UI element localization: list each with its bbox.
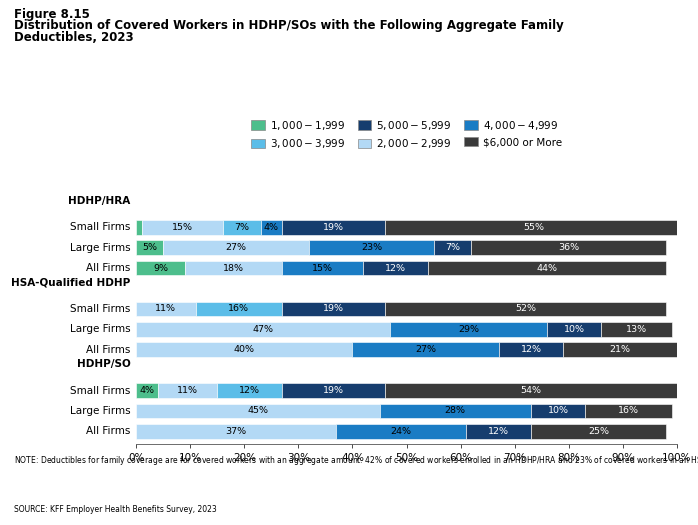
Text: 16%: 16% bbox=[228, 304, 249, 313]
Bar bbox=[217, 383, 282, 398]
Text: 52%: 52% bbox=[515, 304, 536, 313]
Text: 54%: 54% bbox=[521, 386, 542, 395]
Text: All Firms: All Firms bbox=[87, 263, 131, 273]
Text: 36%: 36% bbox=[558, 243, 579, 252]
Text: 4%: 4% bbox=[140, 386, 154, 395]
Text: 37%: 37% bbox=[225, 427, 247, 436]
Bar bbox=[136, 404, 380, 418]
Bar bbox=[563, 342, 677, 357]
Bar bbox=[390, 322, 547, 337]
Text: Small Firms: Small Firms bbox=[70, 385, 131, 395]
Text: HDHP/SO: HDHP/SO bbox=[77, 359, 131, 369]
Bar bbox=[163, 240, 309, 255]
Text: All Firms: All Firms bbox=[87, 345, 131, 355]
Bar bbox=[136, 301, 195, 316]
Text: 11%: 11% bbox=[177, 386, 198, 395]
Bar bbox=[158, 383, 217, 398]
Text: 4%: 4% bbox=[264, 223, 279, 232]
Bar bbox=[363, 261, 428, 276]
Bar bbox=[531, 404, 585, 418]
Text: 7%: 7% bbox=[445, 243, 460, 252]
Bar bbox=[136, 322, 390, 337]
Text: 12%: 12% bbox=[239, 386, 260, 395]
Bar bbox=[260, 220, 282, 235]
Text: 45%: 45% bbox=[247, 406, 268, 415]
Text: 21%: 21% bbox=[610, 345, 631, 354]
Bar bbox=[223, 220, 260, 235]
Text: 19%: 19% bbox=[323, 386, 344, 395]
Text: Large Firms: Large Firms bbox=[70, 243, 131, 253]
Text: 29%: 29% bbox=[459, 325, 480, 334]
Text: 9%: 9% bbox=[153, 264, 168, 272]
Bar bbox=[385, 383, 677, 398]
Bar bbox=[136, 240, 163, 255]
Bar bbox=[282, 301, 385, 316]
Text: HSA-Qualified HDHP: HSA-Qualified HDHP bbox=[11, 277, 131, 287]
Text: Large Firms: Large Firms bbox=[70, 324, 131, 334]
Text: 12%: 12% bbox=[385, 264, 406, 272]
Text: HDHP/HRA: HDHP/HRA bbox=[68, 196, 131, 206]
Bar bbox=[385, 220, 683, 235]
Bar bbox=[531, 424, 666, 439]
Text: SOURCE: KFF Employer Health Benefits Survey, 2023: SOURCE: KFF Employer Health Benefits Sur… bbox=[14, 505, 216, 514]
Bar bbox=[498, 342, 563, 357]
Text: 55%: 55% bbox=[524, 223, 544, 232]
Bar bbox=[380, 404, 531, 418]
Bar bbox=[282, 261, 364, 276]
Bar bbox=[136, 383, 158, 398]
Bar bbox=[433, 240, 471, 255]
Bar bbox=[195, 301, 282, 316]
Text: 10%: 10% bbox=[564, 325, 585, 334]
Text: 12%: 12% bbox=[488, 427, 509, 436]
Bar bbox=[136, 424, 336, 439]
Text: All Firms: All Firms bbox=[87, 426, 131, 436]
Text: 15%: 15% bbox=[312, 264, 333, 272]
Text: 27%: 27% bbox=[415, 345, 436, 354]
Legend: $1,000 - $1,999, $3,000 - $3,999, $5,000 - $5,999, $2,000 - $2,999, $4,000 - $4,: $1,000 - $1,999, $3,000 - $3,999, $5,000… bbox=[247, 114, 566, 154]
Bar bbox=[547, 322, 601, 337]
Bar bbox=[385, 301, 666, 316]
Bar bbox=[185, 261, 282, 276]
Text: 5%: 5% bbox=[142, 243, 157, 252]
Bar bbox=[136, 261, 185, 276]
Bar bbox=[282, 383, 385, 398]
Bar bbox=[352, 342, 498, 357]
Text: 18%: 18% bbox=[223, 264, 244, 272]
Text: 25%: 25% bbox=[588, 427, 609, 436]
Text: 19%: 19% bbox=[323, 223, 344, 232]
Text: 24%: 24% bbox=[391, 427, 412, 436]
Bar bbox=[466, 424, 531, 439]
Bar bbox=[282, 220, 385, 235]
Text: 12%: 12% bbox=[521, 345, 542, 354]
Text: NOTE: Deductibles for family coverage are for covered workers with an aggregate : NOTE: Deductibles for family coverage ar… bbox=[14, 454, 698, 467]
Text: 28%: 28% bbox=[445, 406, 466, 415]
Bar bbox=[136, 342, 352, 357]
Text: 10%: 10% bbox=[547, 406, 569, 415]
Bar bbox=[585, 404, 671, 418]
Bar bbox=[471, 240, 666, 255]
Bar bbox=[429, 261, 666, 276]
Text: 47%: 47% bbox=[253, 325, 274, 334]
Bar bbox=[136, 220, 142, 235]
Text: Large Firms: Large Firms bbox=[70, 406, 131, 416]
Bar bbox=[142, 220, 223, 235]
Text: Small Firms: Small Firms bbox=[70, 222, 131, 232]
Text: Deductibles, 2023: Deductibles, 2023 bbox=[14, 31, 133, 44]
Text: Small Firms: Small Firms bbox=[70, 304, 131, 314]
Bar bbox=[336, 424, 466, 439]
Text: 23%: 23% bbox=[361, 243, 382, 252]
Text: 15%: 15% bbox=[172, 223, 193, 232]
Text: 27%: 27% bbox=[225, 243, 246, 252]
Text: 19%: 19% bbox=[323, 304, 344, 313]
Text: 40%: 40% bbox=[234, 345, 255, 354]
Text: Figure 8.15: Figure 8.15 bbox=[14, 8, 90, 21]
Text: 7%: 7% bbox=[234, 223, 249, 232]
Bar bbox=[601, 322, 671, 337]
Text: 13%: 13% bbox=[626, 325, 647, 334]
Text: 44%: 44% bbox=[537, 264, 558, 272]
Text: 11%: 11% bbox=[156, 304, 177, 313]
Text: Distribution of Covered Workers in HDHP/SOs with the Following Aggregate Family: Distribution of Covered Workers in HDHP/… bbox=[14, 19, 564, 33]
Text: 16%: 16% bbox=[618, 406, 639, 415]
Bar bbox=[309, 240, 433, 255]
